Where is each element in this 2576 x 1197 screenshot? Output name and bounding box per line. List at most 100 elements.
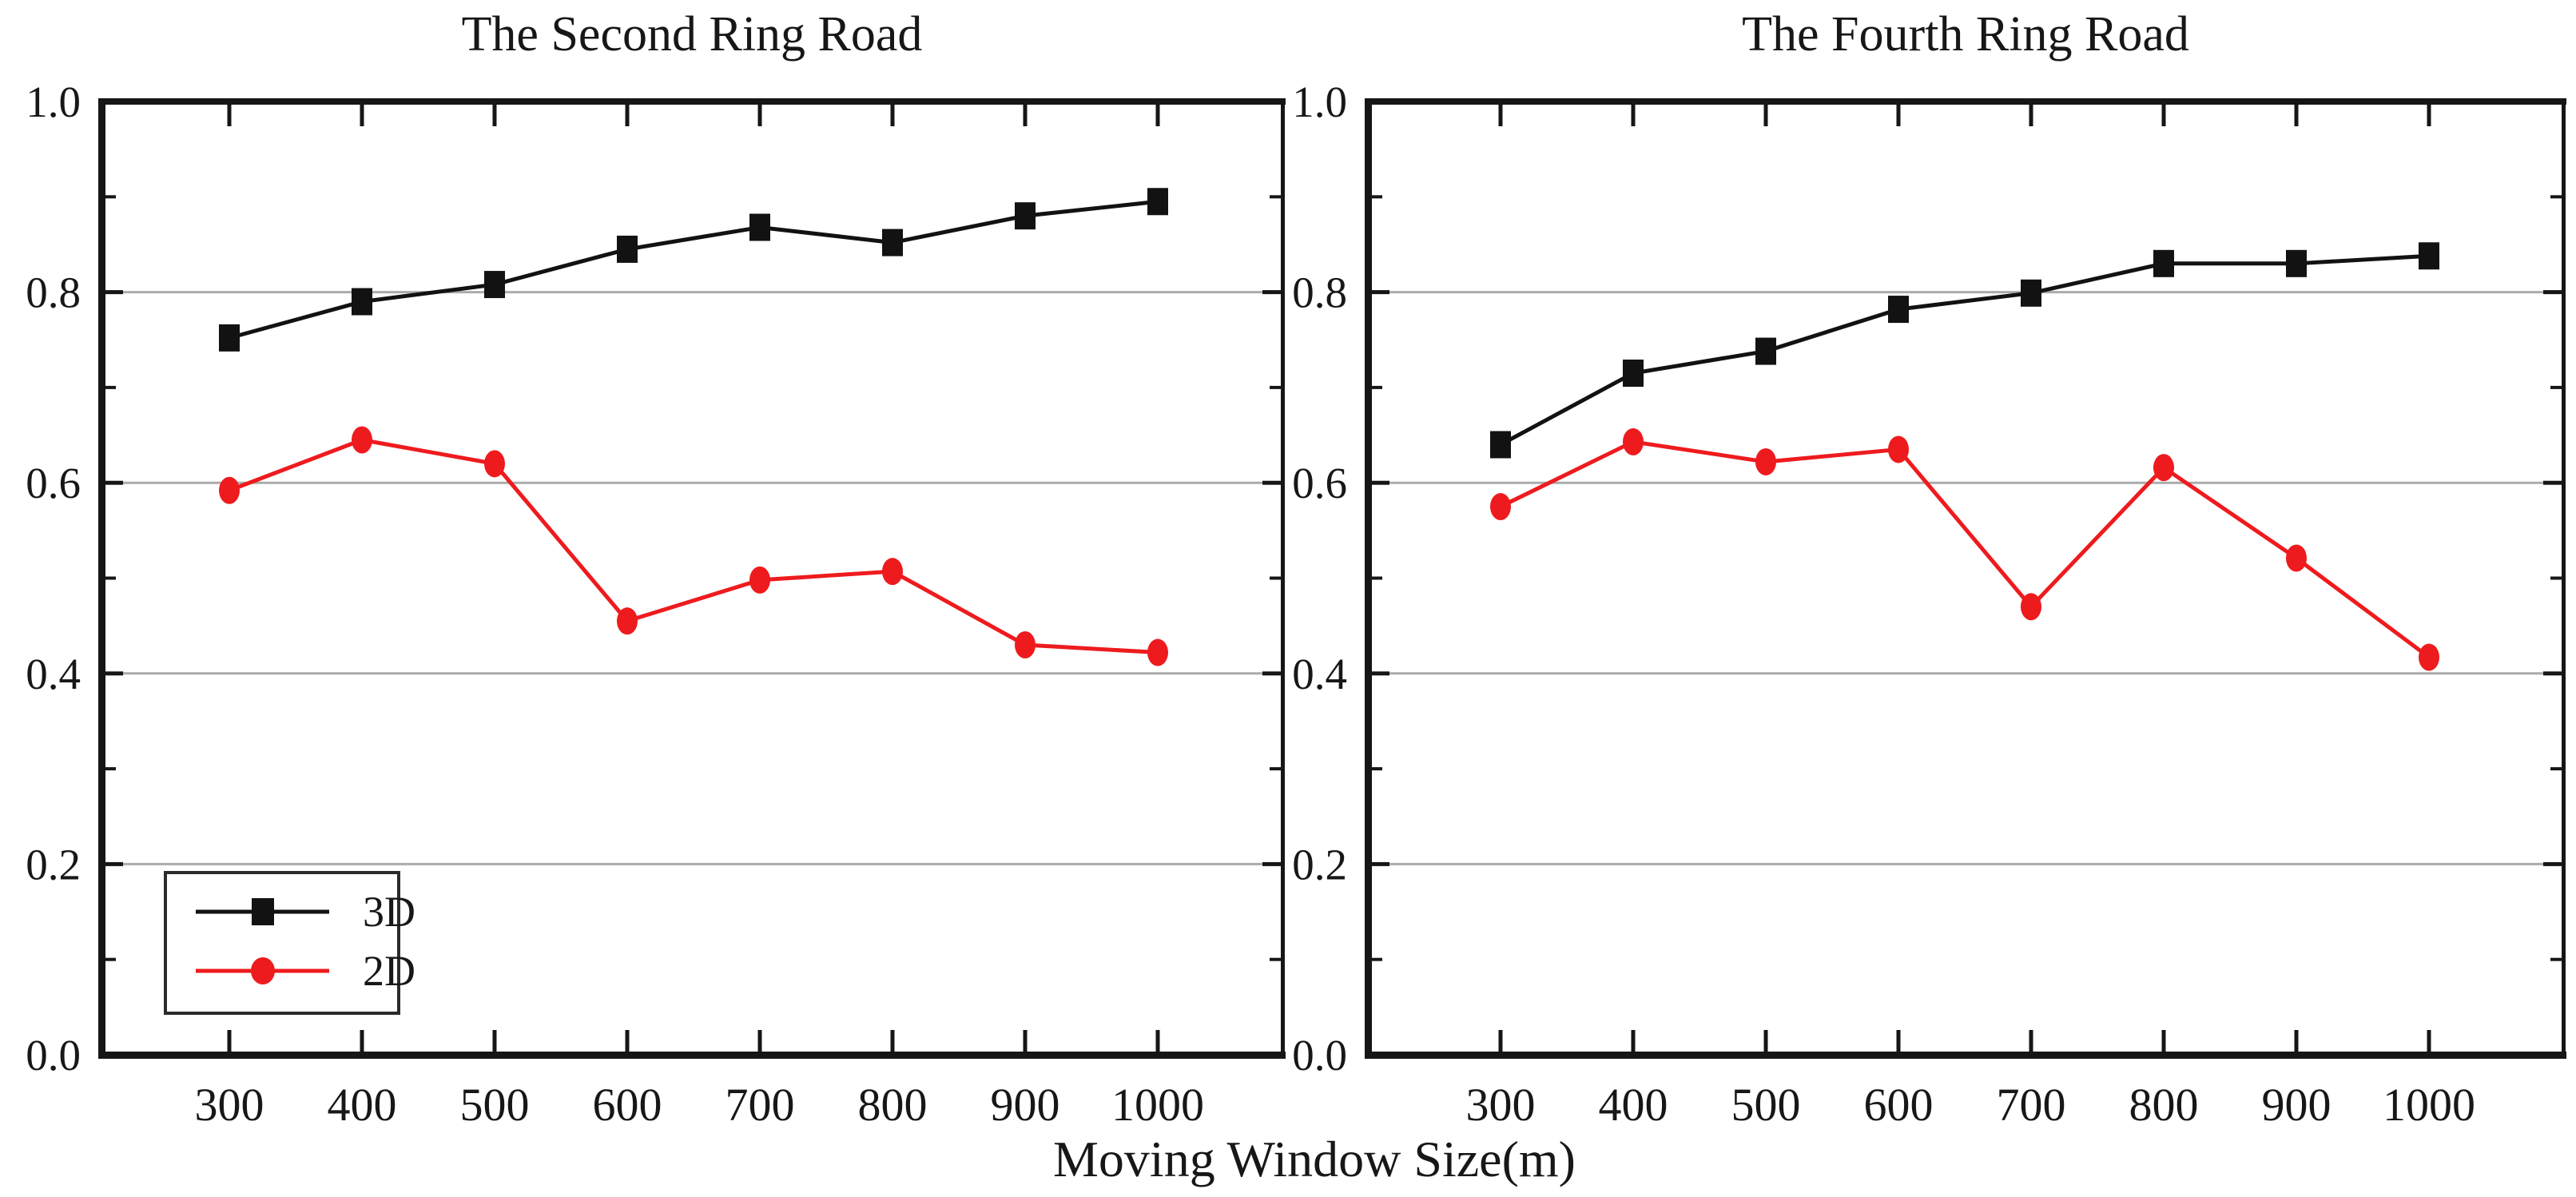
y-tick-right-0 bbox=[1262, 1052, 1281, 1057]
x-tick-label-600: 600 bbox=[1864, 1079, 1934, 1131]
y-tick-right-1 bbox=[1262, 99, 1281, 104]
y-minor-tick-right-0.5 bbox=[2550, 576, 2562, 580]
legend-item-2d: 2D bbox=[167, 947, 415, 995]
x-tick-top-500 bbox=[492, 105, 497, 126]
data-point-3d-1000 bbox=[2419, 242, 2439, 270]
y-minor-tick-right-0.3 bbox=[1270, 767, 1281, 771]
panel-fourth-ring: 300 400 500 600 700 800 900 1000 0.0 0.2 0.4 0.6 0.8… bbox=[1292, 78, 2566, 1131]
data-point-3d-700 bbox=[2021, 279, 2041, 307]
data-point-2d-700 bbox=[2021, 593, 2041, 621]
y-minor-tick-right-0.1 bbox=[1270, 957, 1281, 961]
data-point-2d-600 bbox=[617, 607, 638, 635]
data-point-3d-500 bbox=[1755, 337, 1776, 365]
data-point-3d-900 bbox=[1015, 202, 1036, 230]
data-point-3d-300 bbox=[1490, 431, 1511, 459]
x-tick-label-900: 900 bbox=[991, 1079, 1060, 1131]
panel-title-second-ring-road: The Second Ring Road bbox=[461, 7, 923, 62]
y-tick-left-0.4 bbox=[105, 671, 123, 676]
top-spine bbox=[1365, 98, 2566, 105]
y-tick-left-1 bbox=[1371, 99, 1389, 104]
x-tick-top-700 bbox=[2029, 105, 2033, 126]
x-tick-label-700: 700 bbox=[1997, 1079, 2066, 1131]
y-tick-label-0.2: 0.2 bbox=[1292, 840, 1347, 889]
x-tick-label-1000: 1000 bbox=[1111, 1079, 1204, 1131]
y-tick-left-0.4 bbox=[1371, 671, 1389, 676]
x-tick-top-1000 bbox=[1155, 105, 1160, 126]
y-tick-label-0: 0.0 bbox=[1292, 1031, 1347, 1080]
y-minor-tick-left-0.3 bbox=[105, 767, 116, 771]
x-tick-bottom-600 bbox=[1896, 1030, 1901, 1052]
y-minor-tick-left-0.7 bbox=[105, 385, 116, 389]
x-tick-top-1000 bbox=[2427, 105, 2431, 126]
y-tick-left-1 bbox=[105, 99, 123, 104]
legend-label-3d: 3D bbox=[363, 888, 415, 936]
data-point-3d-400 bbox=[352, 288, 372, 316]
x-tick-top-400 bbox=[1631, 105, 1636, 126]
x-tick-bottom-300 bbox=[227, 1030, 232, 1052]
legend: 3D 2D bbox=[164, 871, 415, 1015]
legend-sample-3d-line-marker-icon bbox=[196, 898, 329, 925]
panel-second-ring: 300 400 500 600 700 800 900 1000 0.0 0.2 0.4 0.6 0.8… bbox=[26, 78, 1286, 1131]
legend-marker-circle-icon bbox=[251, 957, 275, 984]
x-tick-bottom-700 bbox=[2029, 1030, 2033, 1052]
right-spine bbox=[2562, 98, 2566, 1059]
x-tick-top-500 bbox=[1763, 105, 1768, 126]
data-point-2d-1000 bbox=[2419, 643, 2439, 671]
y-minor-tick-left-0.5 bbox=[1371, 576, 1382, 580]
bottom-spine bbox=[98, 1052, 1286, 1059]
x-tick-label-700: 700 bbox=[725, 1079, 795, 1131]
legend-label-2d: 2D bbox=[363, 947, 415, 995]
data-point-3d-400 bbox=[1623, 360, 1644, 388]
y-tick-left-0 bbox=[105, 1052, 123, 1057]
x-tick-bottom-600 bbox=[625, 1030, 630, 1052]
x-tick-label-900: 900 bbox=[2262, 1079, 2332, 1131]
x-tick-top-300 bbox=[227, 105, 232, 126]
data-point-2d-400 bbox=[352, 426, 372, 454]
x-tick-top-600 bbox=[625, 105, 630, 126]
x-tick-top-800 bbox=[890, 105, 895, 126]
data-point-3d-800 bbox=[2153, 249, 2174, 277]
x-tick-label-400: 400 bbox=[328, 1079, 397, 1131]
x-tick-label-300: 300 bbox=[195, 1079, 264, 1131]
y-tick-left-0.2 bbox=[1371, 861, 1389, 866]
x-tick-label-800: 800 bbox=[2129, 1079, 2199, 1131]
y-tick-label-0.8: 0.8 bbox=[1292, 268, 1347, 317]
x-tick-bottom-1000 bbox=[2427, 1030, 2431, 1052]
y-tick-left-0.2 bbox=[105, 861, 123, 866]
x-tick-bottom-500 bbox=[492, 1030, 497, 1052]
x-tick-top-400 bbox=[360, 105, 364, 126]
series-line-3d bbox=[1499, 253, 2430, 447]
x-axis-label: Moving Window Size(m) bbox=[1053, 1131, 1576, 1187]
y-minor-tick-right-0.9 bbox=[1270, 195, 1281, 199]
data-point-2d-500 bbox=[484, 450, 505, 478]
y-minor-tick-left-0.5 bbox=[105, 576, 116, 580]
y-minor-tick-right-0.7 bbox=[1270, 385, 1281, 389]
x-tick-bottom-900 bbox=[2294, 1030, 2299, 1052]
y-tick-right-0.6 bbox=[2543, 480, 2562, 485]
y-tick-right-1 bbox=[2543, 99, 2562, 104]
y-minor-tick-left-0.1 bbox=[1371, 957, 1382, 961]
x-tick-top-300 bbox=[1498, 105, 1503, 126]
x-tick-bottom-400 bbox=[1631, 1030, 1636, 1052]
x-tick-bottom-800 bbox=[2161, 1030, 2166, 1052]
y-tick-right-0.8 bbox=[1262, 290, 1281, 295]
x-tick-label-400: 400 bbox=[1599, 1079, 1668, 1131]
y-minor-tick-left-0.7 bbox=[1371, 385, 1382, 389]
x-tick-bottom-700 bbox=[757, 1030, 762, 1052]
data-point-2d-1000 bbox=[1147, 638, 1168, 666]
y-tick-left-0.6 bbox=[105, 480, 123, 485]
legend-marker-square-icon bbox=[252, 898, 274, 925]
x-tick-top-900 bbox=[1023, 105, 1028, 126]
x-tick-top-600 bbox=[1896, 105, 1901, 126]
x-tick-label-500: 500 bbox=[460, 1079, 530, 1131]
data-point-2d-500 bbox=[1755, 447, 1776, 475]
x-tick-bottom-800 bbox=[890, 1030, 895, 1052]
panel-title-fourth-ring-road: The Fourth Ring Road bbox=[1742, 7, 2189, 62]
y-tick-right-0.4 bbox=[1262, 671, 1281, 676]
y-minor-tick-right-0.3 bbox=[2550, 767, 2562, 771]
x-tick-bottom-1000 bbox=[1155, 1030, 1160, 1052]
y-tick-label-0.4: 0.4 bbox=[1292, 650, 1347, 698]
y-minor-tick-left-0.1 bbox=[105, 957, 116, 961]
series-line-2d bbox=[1499, 439, 2431, 659]
